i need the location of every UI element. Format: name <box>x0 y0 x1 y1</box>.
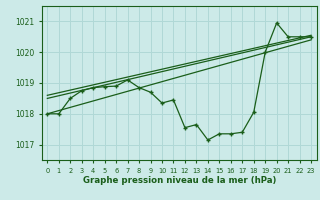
X-axis label: Graphe pression niveau de la mer (hPa): Graphe pression niveau de la mer (hPa) <box>83 176 276 185</box>
